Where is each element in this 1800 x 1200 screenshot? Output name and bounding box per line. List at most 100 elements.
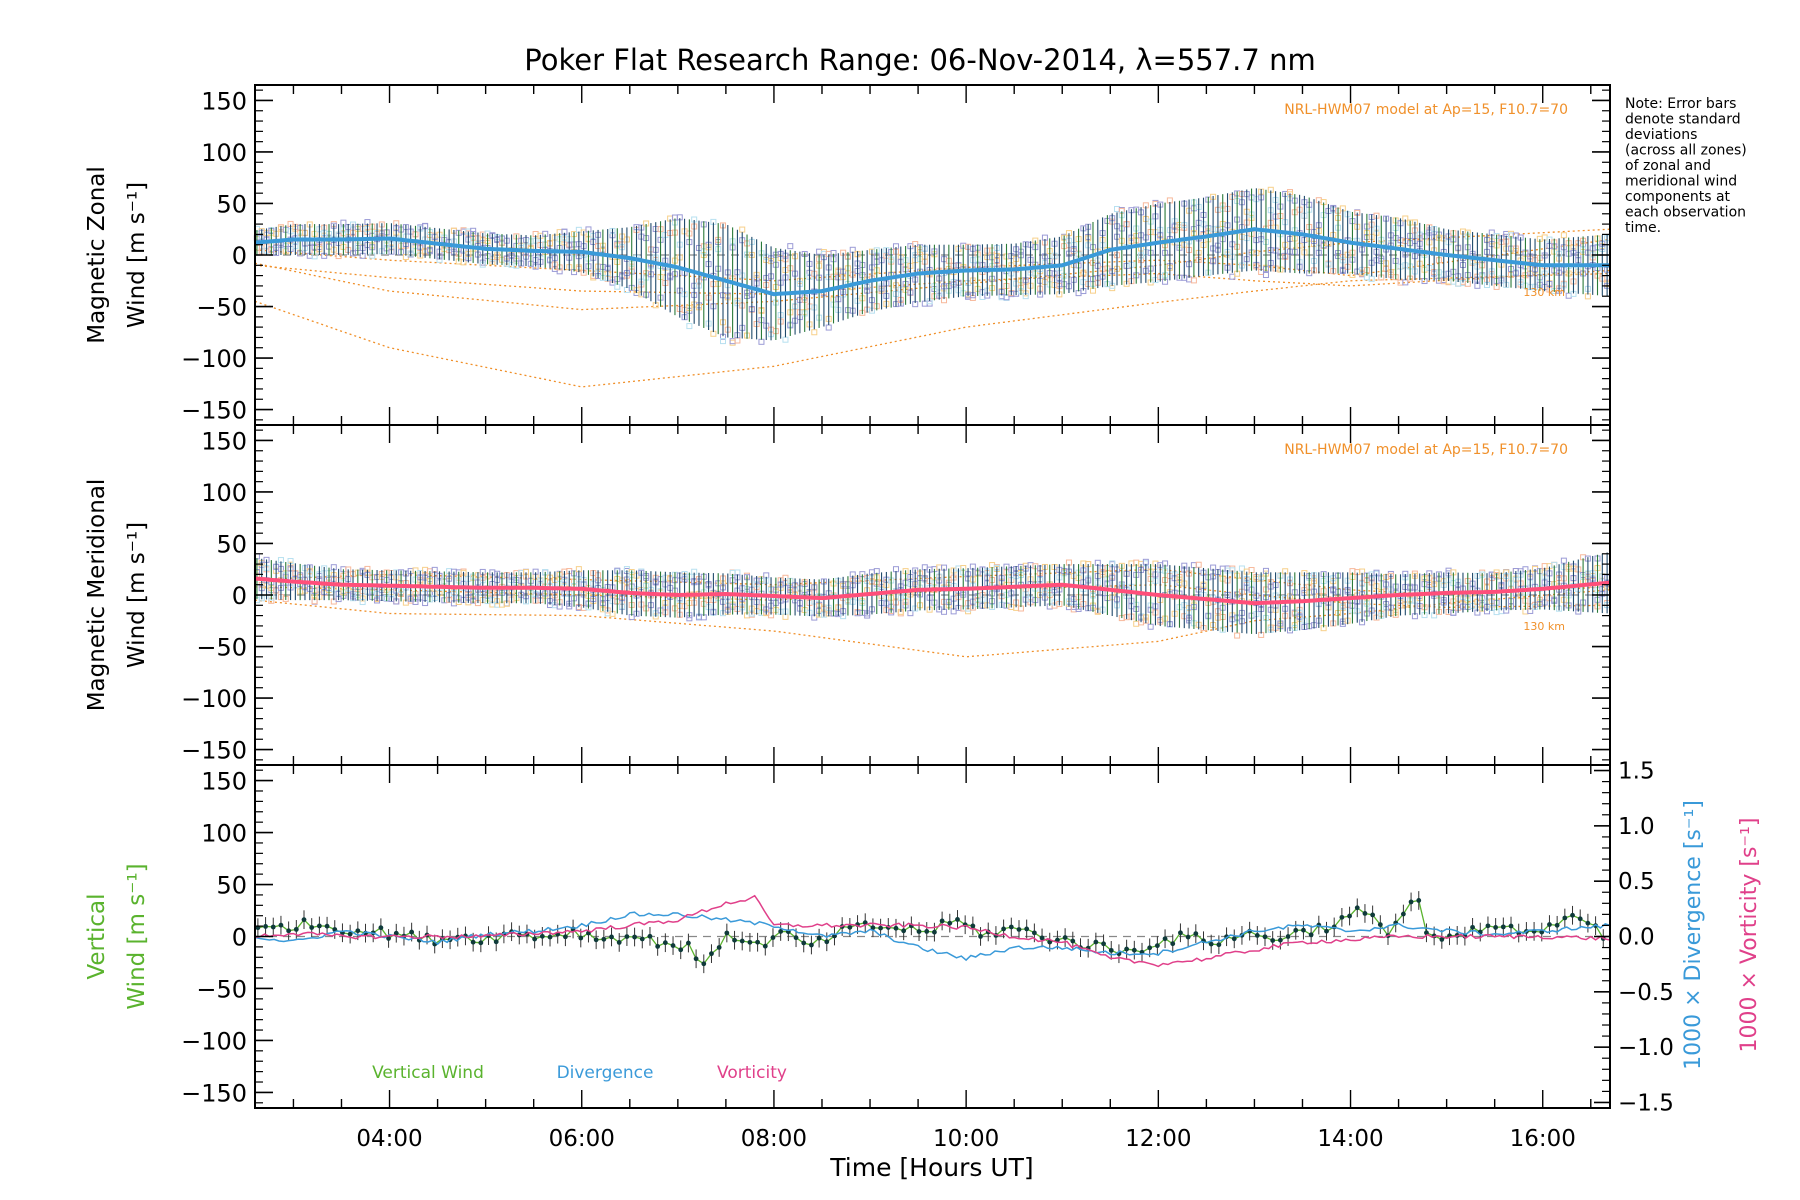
vertical-wind-point [278, 922, 284, 928]
note-line: (across all zones) [1625, 143, 1747, 159]
vertical-wind-point [770, 935, 776, 940]
vertical-wind-point [1170, 941, 1176, 947]
zone-point [1190, 277, 1197, 284]
vertical-wind-point [1001, 926, 1007, 932]
vertical-wind-point [1416, 898, 1422, 903]
vertical-wind-point [1377, 922, 1383, 928]
model-altitude-label: 130 km [1523, 620, 1565, 633]
vertical-wind-point [1047, 939, 1053, 945]
vertical-wind-point [716, 945, 722, 950]
y-axis-label: Magnetic Meridional [84, 479, 110, 712]
vertical-wind-point [809, 942, 814, 948]
vertical-wind-point [755, 939, 760, 945]
vertical-wind-point [701, 961, 707, 967]
vertical-wind-point [1570, 912, 1575, 918]
y-tick-label: 50 [216, 872, 247, 900]
y-tick-label: −50 [196, 294, 247, 322]
zone-point [1195, 561, 1202, 568]
vertical-wind-point [932, 929, 937, 935]
vertical-wind-point [1178, 930, 1183, 936]
vertical-wind-point [1262, 934, 1268, 940]
y-tick-label: −100 [181, 685, 247, 713]
zone-point [1368, 275, 1375, 282]
vertical-wind-point [1577, 916, 1583, 922]
y-tick-label: −50 [196, 975, 247, 1003]
note-line: deviations [1625, 127, 1697, 143]
zone-point [1238, 565, 1245, 572]
y2-tick-label: 1.5 [1618, 759, 1655, 785]
vertical-wind-point [1354, 905, 1360, 911]
y-axis-label: Wind [m s⁻¹] [124, 522, 150, 668]
vertical-wind-point [1216, 942, 1222, 948]
vertical-wind-point [1124, 946, 1130, 952]
vertical-wind-point [1024, 926, 1030, 932]
vertical-wind-point [563, 934, 568, 940]
vertical-wind-point [924, 929, 930, 934]
x-axis-label: Time [Hours UT] [829, 1153, 1033, 1182]
vertical-wind-point [1301, 927, 1306, 933]
zone-point [1560, 232, 1567, 239]
vertical-wind-point [1131, 947, 1137, 953]
vertical-wind-point [686, 940, 691, 946]
vertical-wind-point [1400, 911, 1406, 917]
y-tick-label: 150 [201, 427, 247, 455]
vertical-wind-point [578, 935, 584, 941]
vertical-wind [255, 891, 1606, 974]
vertical-wind-point [309, 925, 315, 930]
zone-point [811, 329, 818, 336]
y-tick-label: −150 [181, 397, 247, 425]
vertical-wind-point [632, 934, 637, 940]
y-tick-label: 0 [232, 242, 247, 270]
vertical-wind-point [270, 924, 276, 930]
vertical-wind-point [539, 933, 545, 939]
vertical-wind-point [347, 931, 353, 937]
vertical-wind-point [824, 939, 830, 945]
vertical-wind-point [1308, 932, 1314, 938]
vertical-wind-point [732, 937, 737, 943]
vertical-wind-point [1277, 937, 1283, 943]
vertical-wind-point [378, 925, 384, 931]
vertical-wind-point [916, 929, 922, 934]
panel-zonal: NRL-HWM07 model at Ap=15, F10.7=70 130 km… [84, 84, 1611, 426]
vertical-wind-point [1147, 945, 1153, 951]
x-tick-label: 14:00 [1317, 1126, 1383, 1152]
x-tick-label: 08:00 [741, 1126, 807, 1152]
model-label: NRL-HWM07 model at Ap=15, F10.7=70 [1284, 102, 1568, 118]
x-tick-label: 12:00 [1125, 1126, 1191, 1152]
note-line: meridional wind [1625, 174, 1737, 190]
zone-point [686, 323, 693, 330]
vertical-wind-point [1093, 939, 1099, 945]
y-axis-label: Magnetic Zonal [84, 166, 110, 344]
vertical-wind-point [1470, 924, 1475, 930]
vertical-wind-point [532, 936, 538, 942]
vertical-wind-point [324, 923, 330, 929]
vertical-wind-point [693, 956, 699, 962]
vertical-wind-point [970, 923, 976, 929]
vertical-wind-point [1108, 947, 1114, 953]
y-tick-label: 100 [201, 820, 247, 848]
note-line: time. [1625, 220, 1661, 236]
vertical-wind-point [793, 935, 799, 941]
vertical-wind-point [1208, 941, 1214, 947]
zone-point [825, 324, 832, 331]
y-tick-label: 0 [232, 582, 247, 610]
vertical-wind-point [1439, 937, 1445, 942]
vertical-wind-point [947, 920, 953, 926]
panel-meridional: NRL-HWM07 model at Ap=15, F10.7=70 130 km… [84, 424, 1611, 766]
vertical-wind-point [601, 936, 607, 942]
vertical-wind-point [1193, 931, 1199, 937]
vertical-wind-point [1231, 936, 1237, 942]
y-tick-label: 150 [201, 87, 247, 115]
vertical-wind-point [1362, 911, 1368, 916]
vertical-wind-point [870, 925, 876, 931]
vertical-wind-point [1508, 923, 1514, 929]
vorticity-line [254, 894, 1611, 968]
mean-wind-line [254, 227, 1610, 297]
vertical-wind-point [409, 929, 415, 935]
mean-wind-line [254, 576, 1611, 606]
vertical-wind-point [593, 937, 599, 943]
vertical-wind-point [901, 928, 907, 934]
y2-tick-label: −0.5 [1618, 980, 1674, 1006]
vertical-wind-point [616, 940, 622, 945]
vertical-wind-point [647, 933, 653, 939]
